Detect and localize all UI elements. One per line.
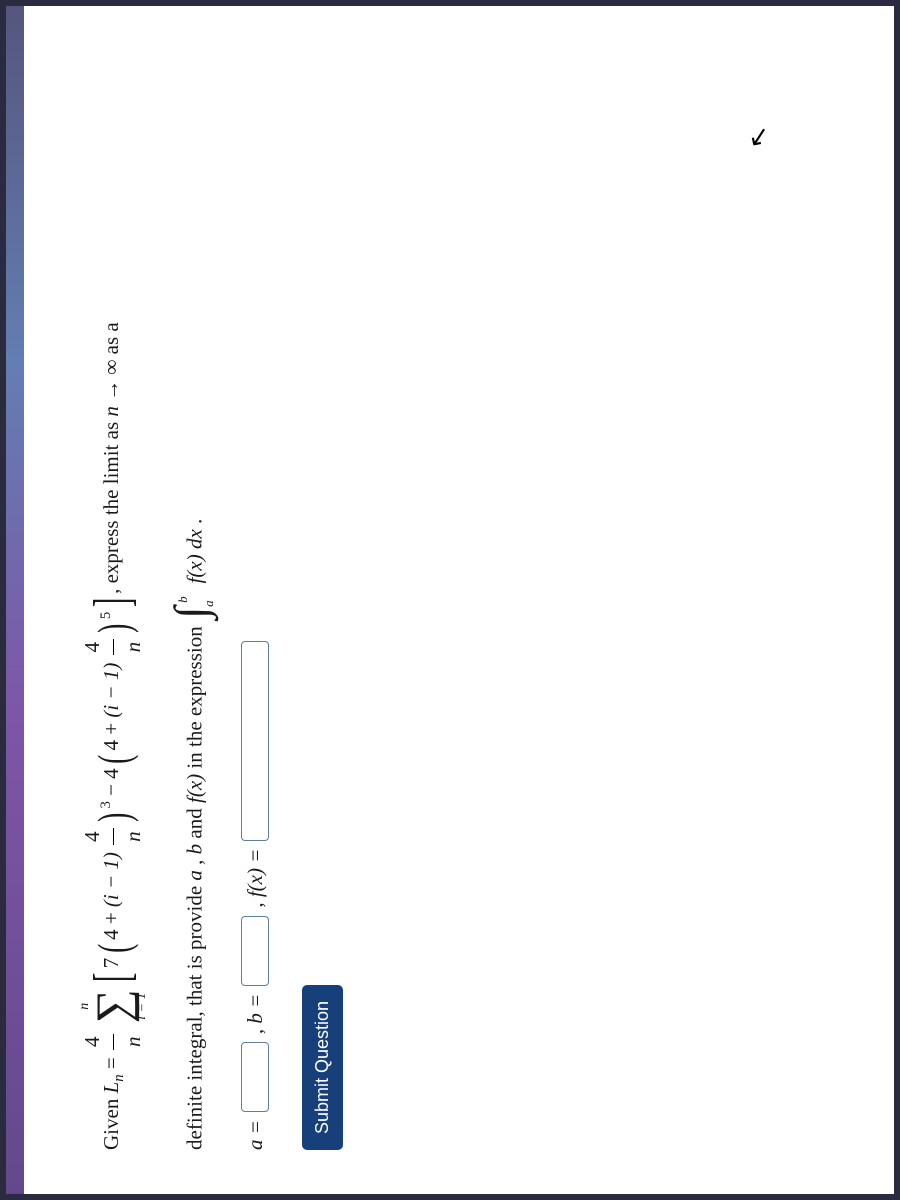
var-a: a: [182, 870, 206, 881]
power-3: 3: [98, 801, 114, 808]
tail-text: , express the limit as: [99, 417, 123, 594]
power-5: 5: [98, 612, 114, 619]
question-page: Given Ln = 4 n n ∑ i = 1 [ 7 (: [24, 6, 894, 1194]
i-minus-1-b: (i − 1): [99, 663, 123, 718]
lparen-2: (: [70, 755, 157, 764]
browser-tab-strip: [6, 6, 24, 1194]
mouse-cursor-icon: ↖: [741, 123, 776, 151]
input-b[interactable]: [241, 916, 269, 986]
as-a: as a: [99, 322, 123, 354]
input-fx[interactable]: [241, 641, 269, 841]
summation: n ∑ i = 1: [78, 989, 149, 1023]
plus-2: +: [99, 718, 123, 735]
var-b: b: [182, 844, 206, 855]
and-text: and: [182, 803, 206, 839]
given-label: Given: [99, 1093, 123, 1150]
frac-4n-a: 4 n: [73, 828, 154, 845]
term1-const: 4: [99, 929, 123, 940]
Ln-symbol: Ln: [99, 1074, 123, 1093]
rparen-1: ): [70, 813, 157, 822]
minus: −: [99, 779, 123, 796]
term1-coef: 7: [99, 958, 123, 969]
in-expr-text: in the expression: [182, 621, 206, 769]
limit-expr: n → ∞: [99, 360, 123, 417]
instruction-line: definite integral, that is provide a , b…: [173, 50, 220, 1150]
formula-line: Given Ln = 4 n n ∑ i = 1 [ 7 (: [64, 50, 163, 1150]
rotated-viewport: Given Ln = 4 n n ∑ i = 1 [ 7 (: [0, 150, 900, 1050]
submit-question-button[interactable]: Submit Question: [302, 985, 343, 1150]
input-a[interactable]: [241, 1042, 269, 1112]
integrand: f(x) dx: [182, 529, 206, 583]
term2-coef: 4: [99, 768, 123, 779]
equals: =: [99, 1052, 123, 1069]
rparen-2: ): [70, 623, 157, 632]
def-int-text: definite integral, that is provide: [182, 881, 206, 1150]
fx-label: , f(x) =: [232, 849, 278, 908]
integral-symbol: b ∫ a: [173, 606, 220, 619]
question-content: Given Ln = 4 n n ∑ i = 1 [ 7 (: [64, 50, 343, 1150]
i-minus-1-a: (i − 1): [99, 852, 123, 907]
answer-inputs-row: a = , b = , f(x) =: [232, 50, 278, 1150]
comma-1: ,: [182, 854, 206, 865]
period: .: [182, 519, 206, 524]
b-label: , b =: [232, 994, 278, 1034]
a-label: a =: [232, 1120, 278, 1150]
right-bracket: ]: [64, 598, 163, 608]
var-fx: f(x): [182, 774, 206, 803]
lparen-1: (: [70, 944, 157, 953]
frac-4n-b: 4 n: [73, 639, 154, 656]
frac-4-over-n: 4 n: [73, 1034, 154, 1051]
window-frame: Given Ln = 4 n n ∑ i = 1 [ 7 (: [0, 0, 900, 1200]
left-bracket: [: [64, 972, 163, 982]
plus-1: +: [99, 907, 123, 924]
term2-const: 4: [99, 740, 123, 751]
